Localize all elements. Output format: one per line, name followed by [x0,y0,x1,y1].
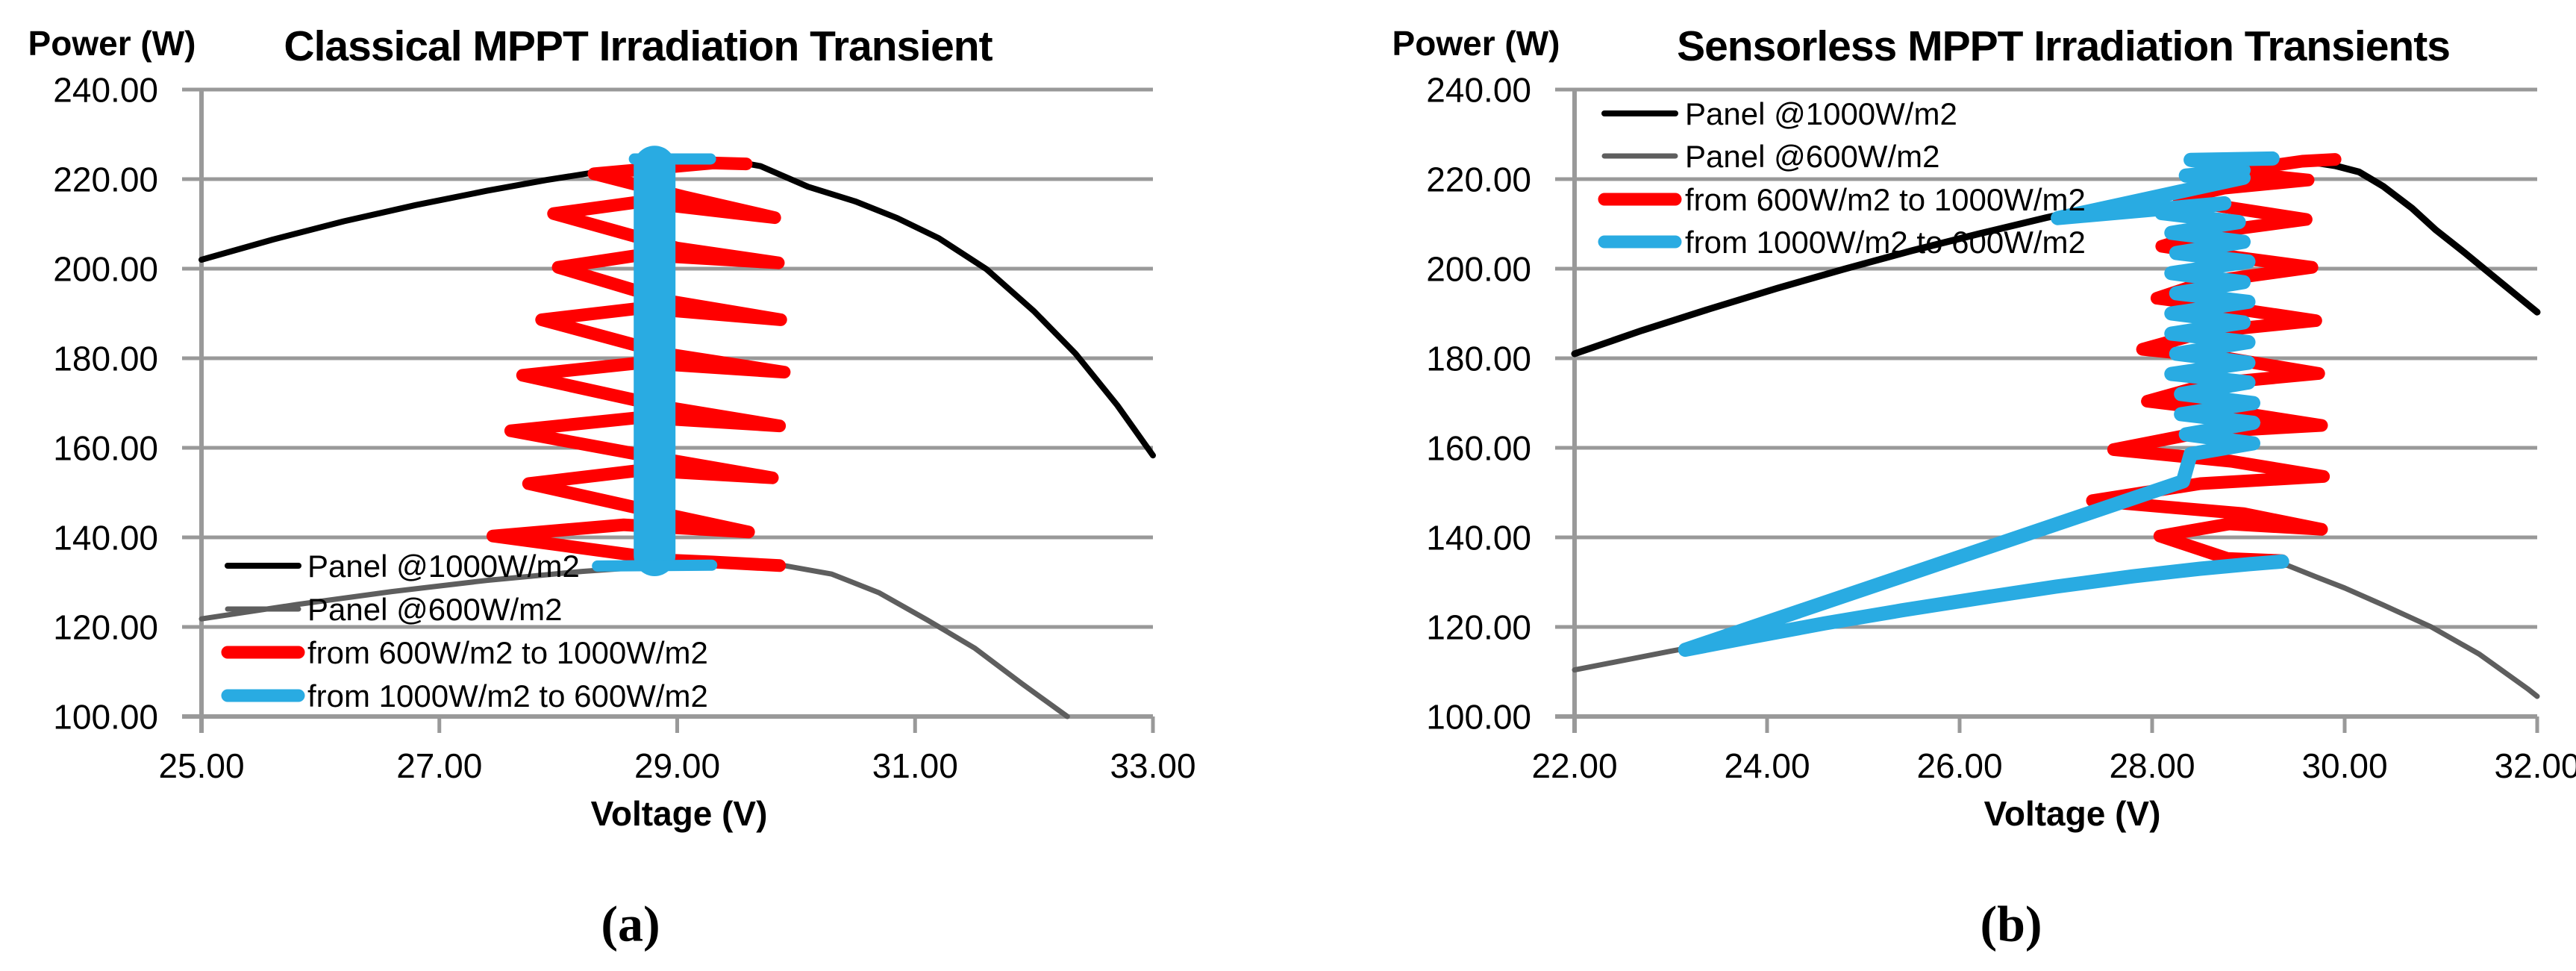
legend-b: Panel @1000W/m2 Panel @600W/m2 from 600W/m… [1598,96,2086,260]
legend-label: from 600W/m2 to 1000W/m2 [307,635,708,670]
y-tick-label: 120.00 [1426,608,1531,647]
y-tick-label: 140.00 [53,519,158,558]
chart-panel-a: 100.00 120.00 140.00 160.00 180.00 200.00 220.… [53,71,1195,785]
x-tick-label: 31.00 [872,746,958,785]
series-4-b [1678,151,2289,658]
legend-label: Panel @600W/m2 [1685,139,1939,174]
x-tick-label: 28.00 [2109,746,2195,785]
y-tick-label: 200.00 [1426,250,1531,289]
x-tick-label: 22.00 [1531,746,1617,785]
x-tick-label: 30.00 [2301,746,2387,785]
series-path [487,156,791,572]
x-axis-title-a: Voltage (V) [590,794,768,833]
y-tick-label: 160.00 [53,429,158,468]
chart-title-b: Sensorless MPPT Irradiation Transients [1677,22,2451,70]
series-3-a [487,156,791,572]
y-tick-label: 200.00 [53,250,158,289]
series-4-a [592,146,718,576]
y-tick-label: 240.00 [53,71,158,110]
y-tick-label: 160.00 [1426,429,1531,468]
x-tick-label: 24.00 [1724,746,1810,785]
y-tick-label: 180.00 [1426,340,1531,378]
x-tick-label: 33.00 [1110,746,1195,785]
y-tick-label: 100.00 [53,698,158,737]
y-tick-label: 180.00 [53,340,158,378]
y-axis-title-b: Power (W) [1392,24,1560,63]
y-axis-title-a: Power (W) [28,24,196,63]
chart-title-a: Classical MPPT Irradiation Transient [284,22,992,70]
x-tick-label: 32.00 [2494,746,2576,785]
series-path [1678,151,2289,658]
legend-label: from 600W/m2 to 1000W/m2 [1685,182,2086,217]
y-tick-label: 220.00 [1426,160,1531,199]
legend-a: Panel @1000W/m2 Panel @600W/m2 from 600W/m… [221,549,708,714]
legend-label: from 1000W/m2 to 600W/m2 [1685,225,2086,260]
panel-caption-a: (a) [601,895,660,952]
legend-label: Panel @600W/m2 [307,592,562,627]
x-tick-label: 27.00 [396,746,482,785]
x-tick-label: 25.00 [158,746,244,785]
panel-caption-b: (b) [1980,895,2042,952]
series-path [592,559,718,572]
x-axis-title-b: Voltage (V) [1983,794,2161,833]
y-tick-label: 120.00 [53,608,158,647]
x-tick-label: 29.00 [634,746,720,785]
legend-label: Panel @1000W/m2 [307,549,580,584]
chart-panel-b: 100.00 120.00 140.00 160.00 180.00 200.00 220.… [1426,71,2576,785]
y-tick-label: 240.00 [1426,71,1531,110]
legend-label: from 1000W/m2 to 600W/m2 [307,678,708,714]
x-tick-label: 26.00 [1916,746,2002,785]
y-tick-label: 100.00 [1426,698,1531,737]
y-tick-label: 220.00 [53,160,158,199]
legend-label: Panel @1000W/m2 [1685,96,1957,131]
y-tick-label: 140.00 [1426,519,1531,558]
